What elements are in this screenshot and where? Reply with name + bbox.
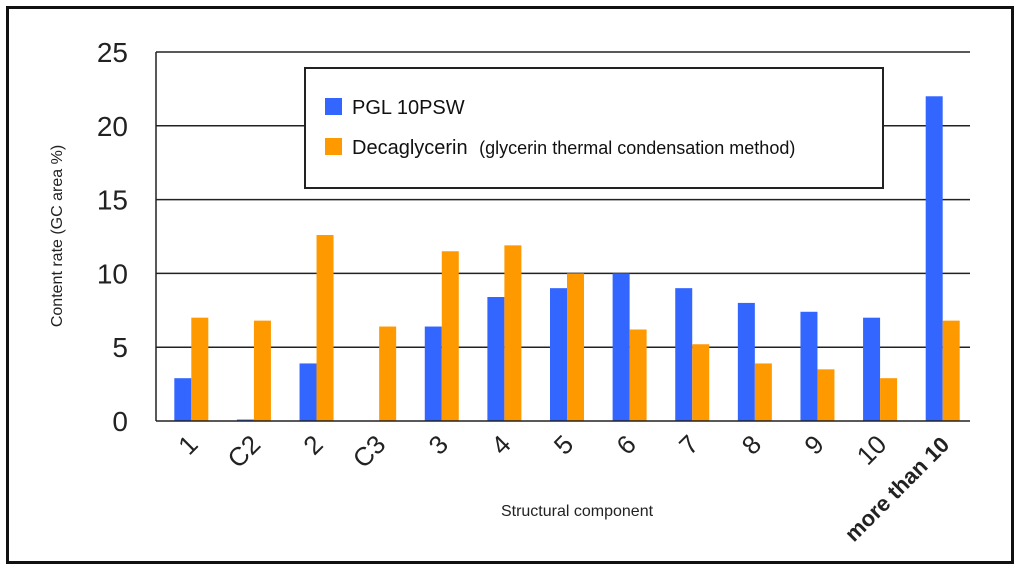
- bars: [174, 96, 960, 421]
- x-tick-label: 2: [297, 429, 328, 460]
- y-tick-label: 20: [97, 111, 128, 142]
- x-tick-label: C3: [347, 429, 392, 474]
- x-tick-label: 3: [423, 429, 454, 460]
- bar-decaglycerin: [316, 235, 334, 421]
- y-tick-labels: 0 5 10 15 20 25: [97, 37, 128, 437]
- legend-swatch-decaglycerin: [325, 138, 342, 155]
- bar-decaglycerin: [253, 320, 271, 421]
- x-tick-label: 6: [610, 429, 641, 460]
- bar-decaglycerin: [754, 363, 772, 421]
- bar-pgl: [925, 96, 943, 421]
- gridlines: [156, 51, 970, 348]
- x-tick-label: 9: [798, 429, 829, 460]
- bar-decaglycerin: [441, 251, 459, 421]
- bar-pgl: [800, 311, 818, 421]
- bar-pgl: [299, 363, 317, 421]
- y-tick-label: 0: [112, 406, 128, 437]
- x-tick-label: 7: [673, 429, 704, 460]
- bar-decaglycerin: [942, 320, 960, 421]
- bar-pgl: [612, 273, 630, 421]
- bar-pgl: [863, 317, 881, 421]
- bar-decaglycerin: [817, 369, 835, 421]
- bar-decaglycerin: [379, 326, 397, 421]
- x-tick-label: C2: [221, 429, 266, 474]
- x-axis-label: Structural component: [501, 503, 654, 520]
- bar-pgl: [424, 326, 442, 421]
- bar-decaglycerin: [629, 329, 647, 421]
- legend: PGL 10PSW Decaglycerin (glycerin thermal…: [304, 67, 884, 189]
- bar-pgl: [737, 302, 755, 421]
- y-tick-label: 15: [97, 185, 128, 216]
- legend-label-decaglycerin-method: (glycerin thermal condensation method): [479, 138, 795, 158]
- bar-decaglycerin: [692, 344, 710, 421]
- legend-box: [304, 67, 884, 189]
- x-tick-label: 4: [485, 429, 516, 460]
- legend-label-decaglycerin: Decaglycerin (glycerin thermal condensat…: [352, 137, 795, 159]
- axes: [155, 52, 970, 422]
- y-tick-label: 25: [97, 37, 128, 68]
- legend-label-decaglycerin-name: Decaglycerin: [352, 137, 468, 159]
- legend-swatch-pgl: [325, 98, 342, 115]
- bar-pgl: [487, 297, 505, 421]
- bar-pgl: [675, 288, 693, 421]
- legend-label-pgl: PGL 10PSW: [352, 97, 465, 119]
- x-tick-label: 5: [548, 429, 579, 460]
- bar-pgl: [550, 288, 567, 421]
- y-axis-label: Content rate (GC area %): [49, 145, 66, 327]
- x-tick-label: 8: [736, 429, 767, 460]
- bar-pgl: [174, 378, 192, 421]
- bar-decaglycerin: [504, 245, 522, 421]
- bar-decaglycerin: [191, 317, 209, 421]
- y-tick-label: 10: [97, 258, 128, 289]
- bar-decaglycerin: [880, 378, 898, 421]
- bar-decaglycerin: [567, 273, 584, 421]
- y-tick-label: 5: [112, 332, 128, 363]
- x-tick-label: 1: [172, 429, 203, 460]
- x-tick-label: 10: [851, 429, 893, 471]
